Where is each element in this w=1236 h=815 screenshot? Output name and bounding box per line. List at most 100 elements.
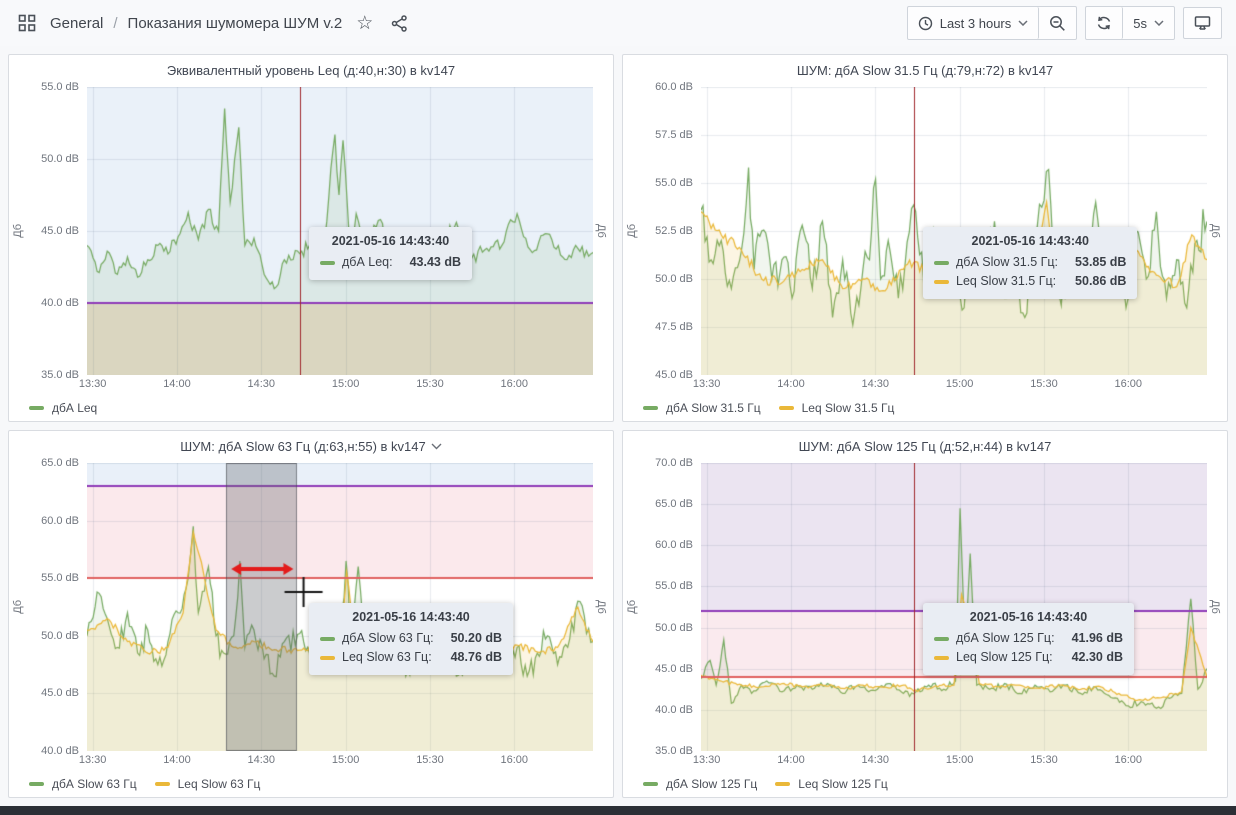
y-tick-label: 50.0 dB [41, 629, 79, 642]
x-tick-label: 14:30 [247, 754, 276, 766]
y-tick-label: 57.5 dB [655, 129, 693, 141]
y-tick-label: 55.0 dB [41, 81, 79, 93]
x-axis: 13:30 14:00 14:30 15:00 15:30 16:00 [79, 375, 593, 395]
panel-title[interactable]: ШУМ: дбА Slow 125 Гц (д:52,н:44) в kv147 [798, 438, 1052, 454]
y-tick-label: 70.0 dB [655, 457, 693, 469]
legend-series-label: Leq Slow 31.5 Гц [801, 401, 895, 415]
clock-icon [918, 16, 932, 30]
y-tick-label: 50.0 dB [41, 153, 79, 165]
y-tick-label: 50.0 dB [655, 621, 693, 634]
x-tick-label: 16:00 [500, 378, 529, 390]
y-axis-label-right: Дб [595, 224, 607, 238]
legend-item[interactable]: Leq Slow 63 Гц [154, 777, 261, 791]
x-tick-label: 15:30 [1030, 378, 1058, 390]
y-axis: 55.0 dB 50.0 dB 45.0 dB 40.0 dB 35.0 dB [27, 81, 87, 381]
y-axis: 70.0 dB 65.0 dB 60.0 dB 55.0 dB 50.0 dB 45.0 … [641, 457, 701, 757]
share-button[interactable] [387, 11, 412, 36]
legend-series-marker [643, 406, 658, 410]
grid-layout-icon [18, 14, 36, 32]
nav-bar: General / Показания шумомера ШУМ v.2 ☆ L… [0, 0, 1236, 46]
y-tick-label: 52.5 dB [655, 225, 693, 237]
legend-item[interactable]: Leq Slow 31.5 Гц [778, 401, 895, 415]
chart-plot[interactable] [87, 463, 593, 751]
legend-item[interactable]: дбА Slow 31.5 Гц [643, 401, 761, 415]
y-axis: 65.0 dB 60.0 dB 55.0 dB 50.0 dB 45.0 dB 40.0 … [27, 457, 87, 757]
legend-item[interactable]: Leq Slow 125 Гц [775, 777, 888, 791]
panel-header[interactable]: ШУМ: дбА Slow 31.5 Гц (д:79,н:72) в kv14… [623, 55, 1227, 85]
legend-series-marker [778, 406, 794, 410]
time-range-button[interactable]: Last 3 hours [907, 7, 1040, 39]
y-axis-label-right: Дб [1209, 600, 1221, 614]
panel-header[interactable]: Эквивалентный уровень Leq (д:40,н:30) в … [9, 55, 613, 85]
x-tick-label: 15:00 [331, 378, 360, 390]
panel-header[interactable]: ШУМ: дбА Slow 125 Гц (д:52,н:44) в kv147 [623, 431, 1227, 461]
x-tick-label: 14:00 [163, 754, 191, 766]
star-button[interactable]: ☆ [352, 10, 377, 37]
y-axis-label-right: Дб [595, 600, 607, 614]
x-tick-label: 14:30 [861, 378, 890, 390]
y-tick-label: 55.0 dB [41, 572, 79, 585]
y-tick-label: 47.5 dB [655, 321, 693, 333]
panel-header[interactable]: ШУМ: дбА Slow 63 Гц (д:63,н:55) в kv147 [9, 431, 613, 461]
zoom-out-button[interactable] [1039, 7, 1077, 39]
breadcrumb: General / Показания шумомера ШУМ v.2 [50, 15, 342, 32]
y-tick-label: 40.0 dB [41, 297, 79, 309]
y-tick-label: 35.0 dB [41, 369, 79, 381]
y-tick-label: 45.0 dB [655, 369, 693, 381]
panel-title[interactable]: ШУМ: дбА Slow 63 Гц (д:63,н:55) в kv147 [180, 438, 426, 454]
legend-series-marker [29, 406, 44, 410]
legend: дбА Slow 31.5 Гц Leq Slow 31.5 Гц [623, 395, 1227, 421]
panel-title[interactable]: ШУМ: дбА Slow 31.5 Гц (д:79,н:72) в kv14… [796, 62, 1054, 78]
dashboard-title[interactable]: Показания шумомера ШУМ v.2 [127, 14, 343, 32]
dashboard-grid-button[interactable] [14, 10, 40, 36]
legend-series-label: Leq Slow 63 Гц [177, 777, 261, 791]
breadcrumb-section[interactable]: General [50, 14, 104, 32]
y-tick-label: 40.0 dB [41, 745, 79, 757]
panel-63hz: ШУМ: дбА Slow 63 Гц (д:63,н:55) в kv147 … [8, 430, 614, 798]
legend-item[interactable]: дбА Slow 63 Гц [29, 777, 137, 791]
panel-125hz: ШУМ: дбА Slow 125 Гц (д:52,н:44) в kv147… [622, 430, 1228, 798]
tv-icon [1194, 16, 1211, 30]
chart-canvas[interactable] [701, 463, 1207, 751]
star-icon: ☆ [356, 12, 374, 34]
chart-canvas[interactable] [87, 87, 593, 375]
legend: дбА Slow 125 Гц Leq Slow 125 Гц [623, 771, 1227, 797]
legend-series-marker [29, 782, 44, 786]
legend: дбА Slow 63 Гц Leq Slow 63 Гц [9, 771, 613, 797]
chevron-down-icon[interactable] [431, 443, 442, 450]
x-tick-label: 15:30 [1030, 754, 1058, 766]
x-tick-label: 14:30 [247, 378, 276, 390]
x-tick-label: 16:00 [500, 754, 529, 766]
y-tick-label: 60.0 dB [655, 81, 693, 93]
panel-leq: Эквивалентный уровень Leq (д:40,н:30) в … [8, 54, 614, 422]
chart-plot[interactable] [87, 87, 593, 375]
y-tick-label: 60.0 dB [41, 514, 79, 527]
legend: дбА Leq [9, 395, 613, 421]
refresh-interval-button[interactable]: 5s [1123, 7, 1174, 39]
refresh-icon [1098, 16, 1111, 30]
panel-31-5hz: ШУМ: дбА Slow 31.5 Гц (д:79,н:72) в kv14… [622, 54, 1228, 422]
legend-series-label: Leq Slow 125 Гц [798, 777, 888, 791]
x-tick-label: 15:30 [416, 378, 444, 390]
legend-item[interactable]: дбА Slow 125 Гц [643, 777, 757, 791]
x-tick-label: 13:30 [692, 378, 721, 390]
x-tick-label: 15:00 [945, 754, 974, 766]
chart-plot[interactable] [701, 87, 1207, 375]
x-tick-label: 13:30 [78, 754, 107, 766]
refresh-controls: 5s [1085, 6, 1175, 40]
x-tick-label: 14:30 [861, 754, 890, 766]
chart-canvas[interactable] [87, 463, 593, 751]
breadcrumb-separator: / [113, 14, 118, 32]
x-tick-label: 14:00 [777, 378, 805, 390]
legend-series-label: дбА Slow 125 Гц [666, 777, 758, 791]
y-axis-label-left: Дб [12, 224, 24, 238]
tv-mode-button[interactable] [1183, 7, 1222, 39]
legend-item[interactable]: дбА Leq [29, 401, 97, 415]
panel-title[interactable]: Эквивалентный уровень Leq (д:40,н:30) в … [166, 62, 456, 78]
chevron-down-icon [1154, 20, 1164, 26]
y-axis-label-left: Дб [12, 600, 24, 614]
y-tick-label: 45.0 dB [655, 662, 693, 675]
refresh-button[interactable] [1086, 7, 1124, 39]
chart-plot[interactable] [701, 463, 1207, 751]
chart-canvas[interactable] [701, 87, 1207, 375]
